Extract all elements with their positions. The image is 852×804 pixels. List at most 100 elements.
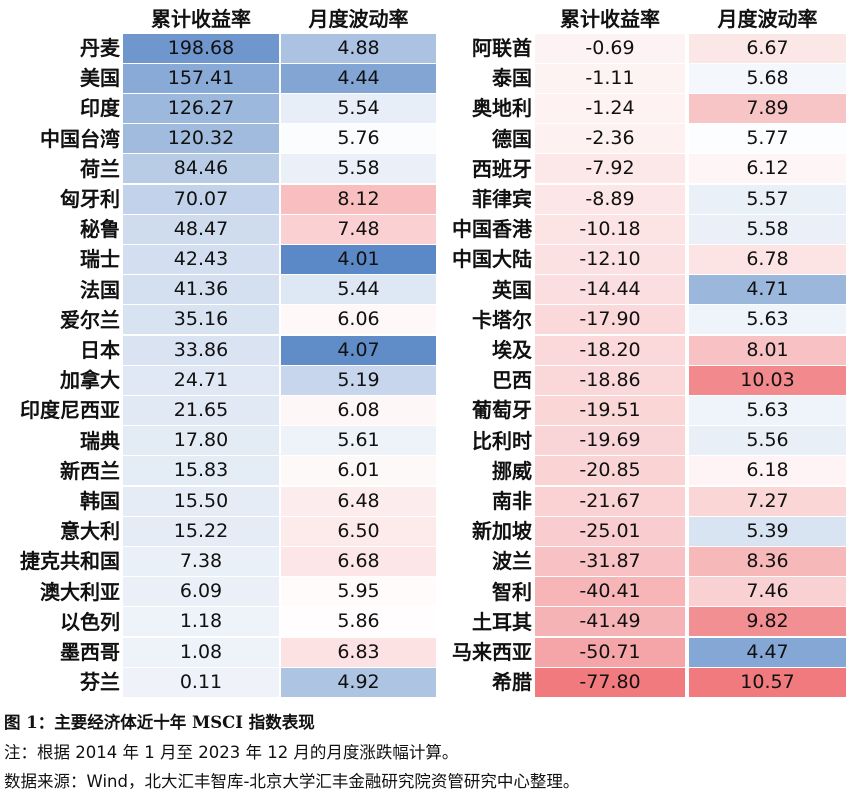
cum-return-cell: 33.86	[123, 335, 279, 365]
country-name: 爱尔兰	[60, 307, 120, 332]
figure-title: 图 1：主要经济体近十年 MSCI 指数表现	[4, 713, 315, 732]
msci-table: 累计收益率 月度波动率 累计收益率 月度波动率 丹麦 198.68 4.88 美国 157.41…	[20, 7, 846, 697]
monthly-volatility-cell: 6.68	[281, 547, 436, 576]
monthly-volatility-cell: 6.78	[689, 245, 846, 274]
monthly-volatility-cell: 5.19	[281, 365, 436, 395]
monthly-volatility-cell: 9.82	[689, 607, 846, 637]
country-name: 以色列	[60, 609, 120, 634]
monthly-volatility-cell: 8.36	[689, 547, 846, 576]
cum-return-cell: 35.16	[123, 305, 279, 335]
cum-return-cell: -40.41	[535, 577, 685, 607]
cum-return-cell: 41.36	[123, 275, 279, 305]
monthly-volatility-cell: 5.61	[281, 426, 436, 456]
country-name: 中国香港	[452, 217, 532, 242]
monthly-volatility-cell: 7.89	[689, 94, 846, 123]
header-cum-return: 累计收益率	[151, 7, 251, 31]
cum-return-cell: 70.07	[123, 184, 279, 214]
country-name: 英国	[492, 277, 532, 302]
cum-return-cell: -77.80	[535, 667, 685, 697]
figure-note: 注：根据 2014 年 1 月至 2023 年 12 月的月度涨跌幅计算。	[4, 743, 459, 762]
monthly-volatility-cell: 8.01	[689, 335, 846, 365]
cum-return-cell: 1.18	[123, 607, 279, 637]
cum-return-cell: 198.68	[123, 33, 279, 63]
country-name: 西班牙	[472, 156, 532, 181]
country-name: 马来西亚	[452, 640, 532, 664]
cum-return-cell: -14.44	[535, 275, 685, 305]
country-name: 奥地利	[472, 96, 532, 121]
cum-return-cell: 1.08	[123, 637, 279, 667]
monthly-volatility-cell: 4.88	[281, 33, 436, 63]
cum-return-cell: 157.41	[123, 63, 279, 93]
country-name: 瑞典	[80, 428, 120, 453]
cum-return-cell: -17.90	[535, 305, 685, 335]
monthly-volatility-cell: 10.03	[689, 365, 846, 395]
monthly-volatility-cell: 6.50	[281, 516, 436, 546]
country-name: 丹麦	[80, 36, 120, 60]
monthly-volatility-cell: 8.12	[281, 184, 436, 214]
country-name: 美国	[80, 66, 120, 91]
monthly-volatility-cell: 5.58	[281, 154, 436, 184]
monthly-volatility-cell: 7.46	[689, 577, 846, 607]
country-name: 阿联酋	[472, 36, 532, 60]
cum-return-cell: 42.43	[123, 245, 279, 274]
monthly-volatility-cell: 5.68	[689, 63, 846, 93]
country-name: 德国	[492, 126, 532, 151]
cum-return-cell: 126.27	[123, 94, 279, 123]
cum-return-cell: -21.67	[535, 486, 685, 516]
cum-return-cell: 84.46	[123, 154, 279, 184]
cum-return-cell: -12.10	[535, 245, 685, 274]
country-name: 中国大陆	[452, 247, 532, 272]
cum-return-cell: 48.47	[123, 214, 279, 244]
cum-return-cell: -0.69	[535, 33, 685, 63]
cum-return-cell: 15.50	[123, 486, 279, 516]
country-name: 希腊	[492, 670, 532, 695]
country-name: 荷兰	[80, 156, 120, 181]
monthly-volatility-cell: 5.58	[689, 214, 846, 244]
country-name: 印度尼西亚	[20, 398, 120, 423]
country-name: 挪威	[492, 458, 532, 483]
country-name: 瑞士	[80, 247, 120, 272]
country-name: 土耳其	[472, 609, 532, 634]
monthly-volatility-cell: 4.44	[281, 63, 436, 93]
monthly-volatility-cell: 7.48	[281, 214, 436, 244]
monthly-volatility-cell: 5.44	[281, 275, 436, 305]
cum-return-cell: 15.83	[123, 456, 279, 486]
country-name: 捷克共和国	[20, 549, 120, 574]
country-name: 墨西哥	[60, 640, 120, 664]
monthly-volatility-cell: 5.77	[689, 124, 846, 154]
cum-return-cell: 0.11	[123, 667, 279, 697]
country-name: 比利时	[472, 428, 532, 453]
cum-return-cell: -20.85	[535, 456, 685, 486]
country-name: 韩国	[80, 489, 120, 513]
cum-return-cell: -41.49	[535, 607, 685, 637]
country-name: 意大利	[60, 519, 120, 544]
cum-return-cell: -8.89	[535, 184, 685, 214]
monthly-volatility-cell: 4.92	[281, 667, 436, 697]
monthly-volatility-cell: 5.63	[689, 396, 846, 425]
monthly-volatility-cell: 7.27	[689, 486, 846, 516]
monthly-volatility-cell: 5.63	[689, 305, 846, 335]
country-name: 智利	[492, 579, 532, 604]
monthly-volatility-cell: 6.06	[281, 305, 436, 335]
monthly-volatility-cell: 4.71	[689, 275, 846, 305]
monthly-volatility-cell: 10.57	[689, 667, 846, 697]
monthly-volatility-cell: 6.83	[281, 637, 436, 667]
country-name: 泰国	[492, 66, 532, 91]
country-name: 波兰	[492, 549, 532, 574]
country-name: 法国	[80, 277, 120, 302]
cum-return-cell: 6.09	[123, 577, 279, 607]
country-name: 澳大利亚	[40, 579, 120, 604]
country-name: 卡塔尔	[472, 307, 532, 332]
cum-return-cell: -31.87	[535, 547, 685, 576]
cum-return-cell: -1.24	[535, 94, 685, 123]
cum-return-cell: -50.71	[535, 637, 685, 667]
monthly-volatility-cell: 6.18	[689, 456, 846, 486]
cum-return-cell: -19.51	[535, 396, 685, 425]
monthly-volatility-cell: 4.47	[689, 637, 846, 667]
monthly-volatility-cell: 6.01	[281, 456, 436, 486]
country-name: 日本	[80, 338, 120, 362]
country-name: 埃及	[492, 338, 532, 362]
monthly-volatility-cell: 4.01	[281, 245, 436, 274]
monthly-volatility-cell: 5.39	[689, 516, 846, 546]
cum-return-cell: -10.18	[535, 214, 685, 244]
